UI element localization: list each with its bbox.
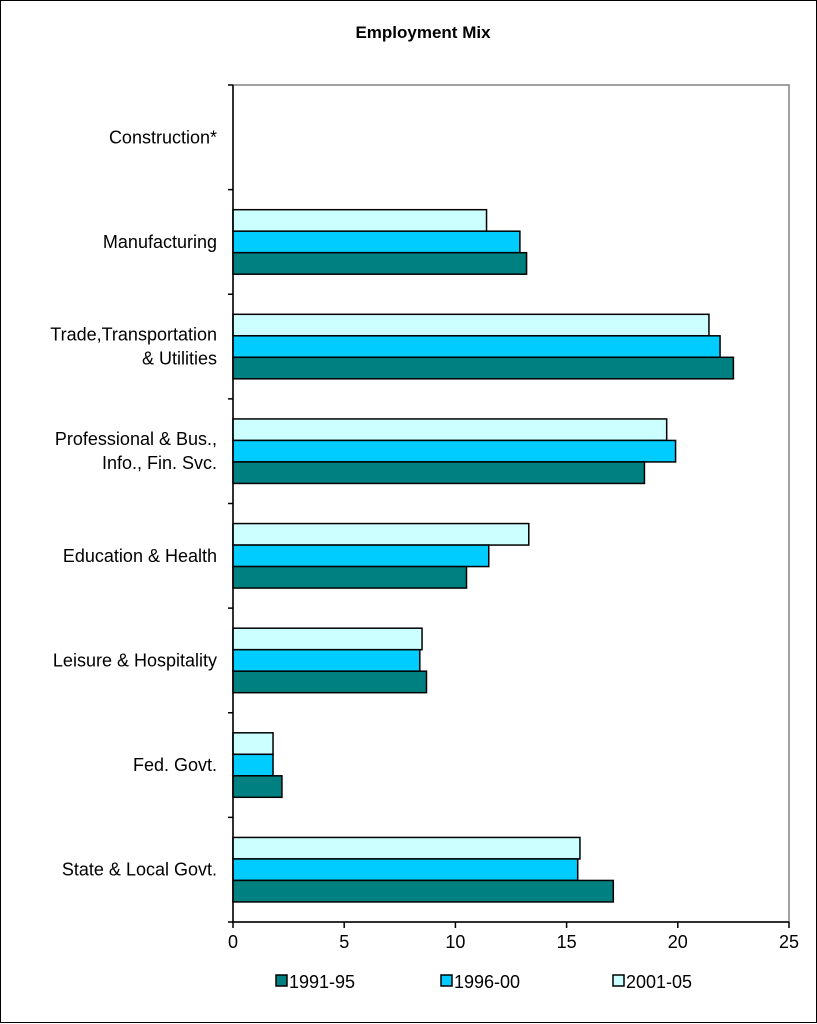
bar-1991-95-6 xyxy=(232,775,283,799)
legend-swatch-2001-05 xyxy=(612,974,625,987)
legend-swatch-1996-00 xyxy=(440,974,453,987)
category-label: Leisure & Hospitality xyxy=(53,650,217,670)
bar-2001-05-3 xyxy=(232,418,668,442)
legend-swatch-1991-95 xyxy=(275,974,288,987)
bar-2001-05-4 xyxy=(232,522,530,546)
category-label: Education & Health xyxy=(63,546,217,566)
bar-2001-05-2 xyxy=(232,313,710,337)
category-label: & Utilities xyxy=(142,349,217,369)
bar-1996-00-7 xyxy=(232,858,579,882)
bar-2001-05-6 xyxy=(232,732,274,756)
category-label: Construction* xyxy=(109,127,217,147)
bar-1996-00-6 xyxy=(232,753,274,777)
bar-1996-00-4 xyxy=(232,544,490,568)
legend-label-2001-05: 2001-05 xyxy=(626,972,692,992)
bar-1991-95-4 xyxy=(232,565,468,589)
legend-label-1991-95: 1991-95 xyxy=(289,972,355,992)
x-tick-label: 0 xyxy=(228,932,238,952)
legend-label-1996-00: 1996-00 xyxy=(454,972,520,992)
category-label: Manufacturing xyxy=(103,232,217,252)
bar-2001-05-5 xyxy=(232,627,423,651)
x-tick-label: 15 xyxy=(557,932,577,952)
x-tick-label: 20 xyxy=(668,932,688,952)
chart-title: Employment Mix xyxy=(355,23,491,42)
bar-1991-95-7 xyxy=(232,879,615,903)
x-tick-label: 5 xyxy=(339,932,349,952)
bar-1996-00-1 xyxy=(232,230,521,254)
x-tick-label: 25 xyxy=(779,932,799,952)
legend: 1991-95 1996-00 2001-05 xyxy=(275,972,692,992)
bar-1996-00-3 xyxy=(232,439,677,463)
category-label: Professional & Bus., xyxy=(55,429,217,449)
bar-2001-05-1 xyxy=(232,208,488,232)
bar-1996-00-2 xyxy=(232,335,721,359)
bar-1996-00-5 xyxy=(232,648,421,672)
bar-1991-95-3 xyxy=(232,461,646,485)
x-tick-label: 10 xyxy=(445,932,465,952)
bar-1991-95-5 xyxy=(232,670,428,694)
category-label: Info., Fin. Svc. xyxy=(102,453,217,473)
bar-1991-95-1 xyxy=(232,251,528,275)
category-label: Trade,Transportation xyxy=(50,325,217,345)
category-label: State & Local Govt. xyxy=(62,860,217,880)
bar-2001-05-7 xyxy=(232,836,581,860)
bar-1991-95-2 xyxy=(232,356,735,380)
category-label: Fed. Govt. xyxy=(133,755,217,775)
